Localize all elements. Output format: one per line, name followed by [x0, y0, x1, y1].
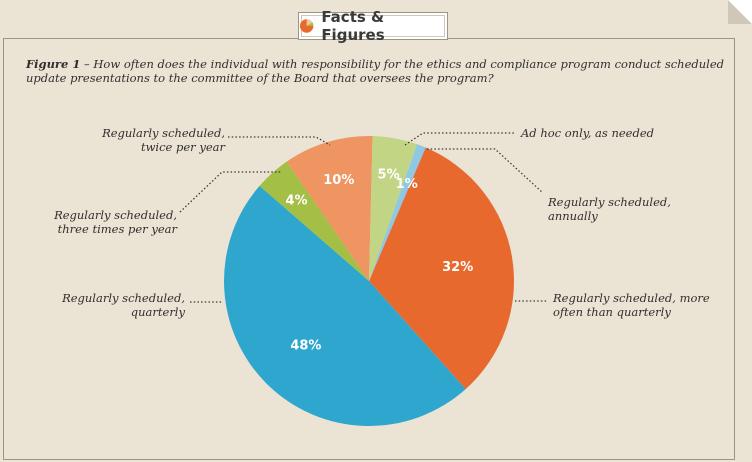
percent-label: 48%	[290, 339, 321, 354]
slice-twice-per-year	[286, 135, 373, 281]
leader-lines	[179, 132, 548, 303]
label-three-times-per-year: Regularly scheduled, three times per yea…	[30, 208, 177, 236]
label-annually: Regularly scheduled, annually	[548, 195, 671, 223]
percent-label: 4%	[285, 193, 307, 208]
label-twice-per-year: Regularly scheduled, twice per year	[80, 126, 225, 154]
label-line: often than quarterly	[553, 305, 671, 319]
figure-separator: –	[80, 57, 94, 71]
label-quarterly: Regularly scheduled, quarterly	[40, 291, 185, 319]
folded-corner	[728, 0, 752, 24]
percent-label: 5%	[378, 168, 400, 183]
label-line: Regularly scheduled,	[548, 195, 671, 209]
pie-slices	[224, 135, 514, 426]
label-line: Regularly scheduled,	[62, 291, 185, 305]
slice-more-often-than-quarterly	[369, 147, 514, 390]
leader-three-times	[179, 171, 282, 213]
slice-ad-hoc	[369, 136, 418, 281]
percent-label: 1%	[396, 177, 418, 192]
leader-twice	[228, 136, 331, 146]
figure-caption: Figure 1 – How often does the individual…	[26, 57, 726, 85]
header-banner: Facts & Figures	[298, 8, 448, 44]
header-title: Facts & Figures	[321, 8, 385, 44]
label-line: three times per year	[57, 222, 177, 236]
leader-ad-hoc	[404, 132, 515, 146]
pie-chart-icon	[299, 19, 314, 33]
label-line: Ad hoc only, as needed	[521, 126, 654, 140]
percent-label: 32%	[442, 260, 473, 275]
label-more-often-than-quarterly: Regularly scheduled, more often than qua…	[553, 291, 710, 319]
slice-annually	[369, 144, 426, 281]
leader-annually	[427, 148, 544, 194]
slice-three-times-per-year	[259, 161, 369, 281]
label-line: annually	[548, 209, 598, 223]
label-ad-hoc: Ad hoc only, as needed	[521, 126, 654, 140]
figure-number: Figure 1	[26, 57, 81, 71]
label-line: Regularly scheduled, more	[553, 291, 710, 305]
percent-labels: 32% 48% 4% 10% 5%1%	[285, 168, 473, 354]
label-line: twice per year	[140, 140, 225, 154]
label-line: quarterly	[130, 305, 185, 319]
figure-question: How often does the individual with respo…	[26, 57, 724, 85]
label-line: Regularly scheduled,	[54, 208, 177, 222]
label-line: Regularly scheduled,	[102, 126, 225, 140]
percent-label: 10%	[323, 173, 354, 188]
slice-quarterly	[224, 185, 466, 426]
